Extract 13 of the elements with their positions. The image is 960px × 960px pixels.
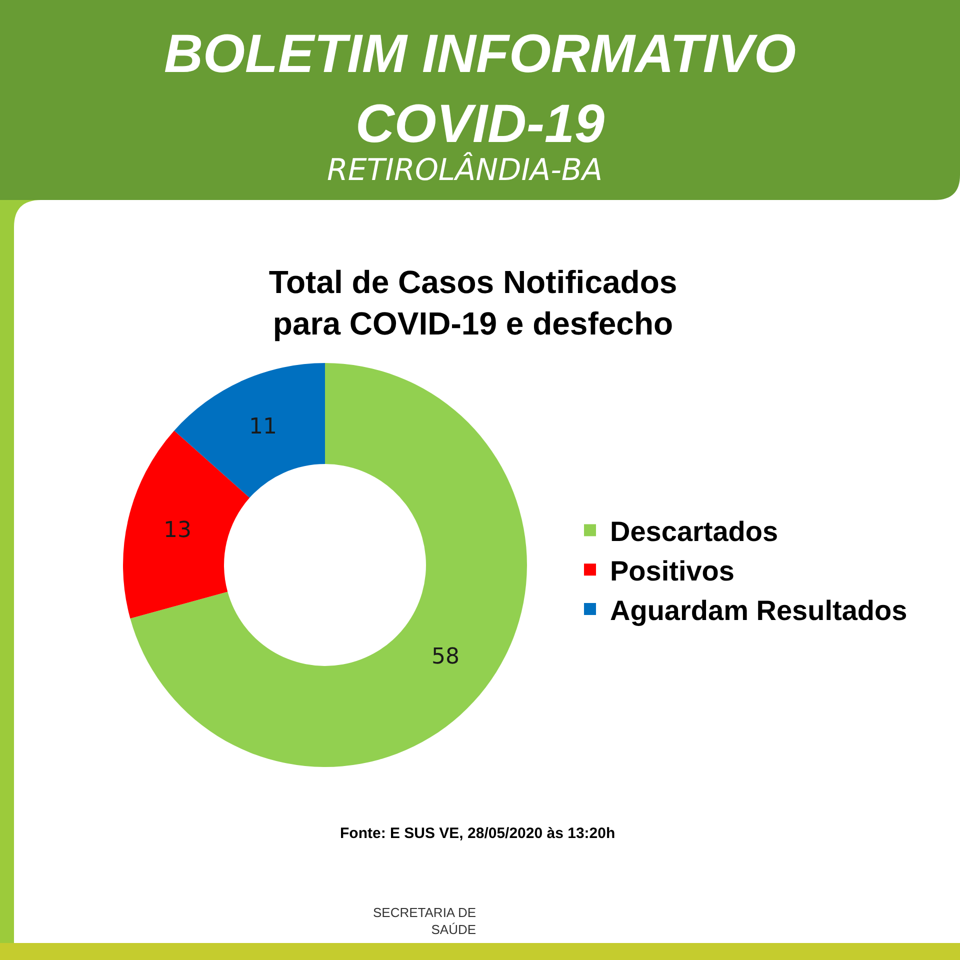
text: RETIROLÂNDIA-BA bbox=[327, 152, 603, 188]
data-label: 58 bbox=[431, 644, 460, 670]
legend-label: Positivos bbox=[610, 556, 734, 587]
source-note: Fonte: E SUS VE, 28/05/2020 às 13:20h bbox=[340, 825, 616, 842]
text: SECRETARIA DE SAÚDE bbox=[373, 905, 476, 937]
data-label: 11 bbox=[249, 414, 278, 440]
donut-slice bbox=[174, 363, 325, 498]
donut-slice bbox=[130, 363, 527, 767]
data-label: 13 bbox=[163, 518, 192, 543]
chart-title: Total de Casos Notificados para COVID-19 e desfecho bbox=[268, 264, 678, 342]
legend-label: Aguardam Resultados bbox=[610, 594, 908, 626]
legend-label: Descartados bbox=[610, 516, 778, 548]
donut-slice bbox=[123, 430, 250, 619]
